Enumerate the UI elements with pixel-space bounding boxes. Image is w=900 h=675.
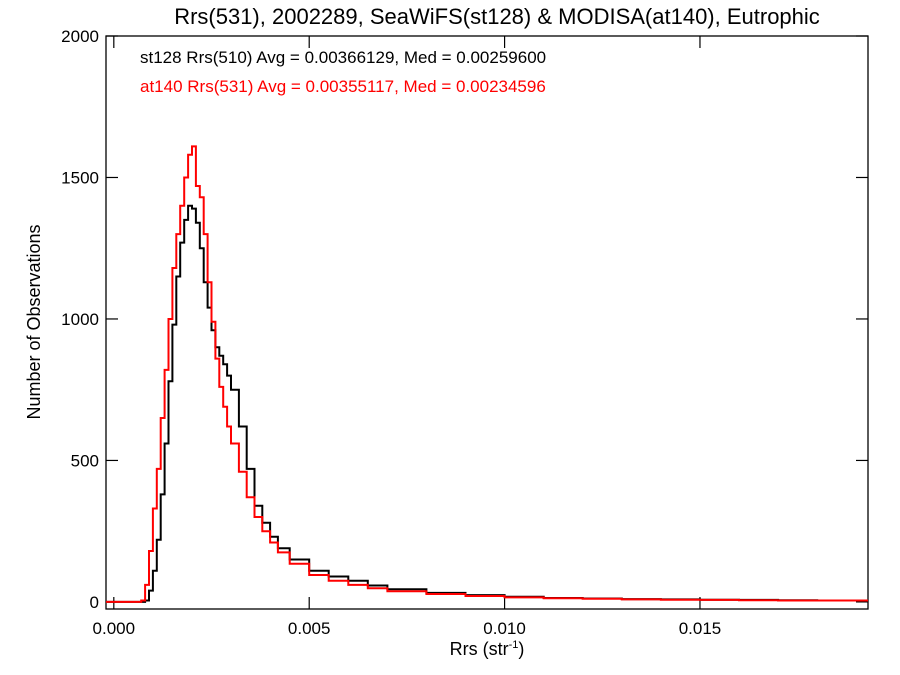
legend-entry-st128: st128 Rrs(510) Avg = 0.00366129, Med = 0… xyxy=(140,48,546,67)
chart-title: Rrs(531), 2002289, SeaWiFS(st128) & MODI… xyxy=(174,4,820,29)
y-tick-label-3: 1500 xyxy=(61,168,99,187)
x-axis-label-close: ) xyxy=(518,639,524,659)
x-axis-label-superscript: -1 xyxy=(509,639,519,651)
x-axis-ticks: 0.000 0.005 0.010 0.015 xyxy=(93,36,722,638)
x-tick-label-1: 0.005 xyxy=(288,619,331,638)
x-tick-label-3: 0.015 xyxy=(679,619,722,638)
y-tick-label-4: 2000 xyxy=(61,27,99,46)
legend: st128 Rrs(510) Avg = 0.00366129, Med = 0… xyxy=(140,48,546,96)
legend-entry-at140: at140 Rrs(531) Avg = 0.00355117, Med = 0… xyxy=(140,77,546,96)
y-axis-label: Number of Observations xyxy=(24,224,44,419)
x-axis-label-main: Rrs (str xyxy=(450,639,509,659)
x-tick-label-0: 0.000 xyxy=(93,619,136,638)
series-layer xyxy=(106,145,868,603)
y-tick-label-2: 1000 xyxy=(61,310,99,329)
x-axis-label: Rrs (str-1) xyxy=(450,639,525,659)
plot-area xyxy=(105,35,869,610)
plot-frame xyxy=(105,35,869,610)
y-axis-ticks: 0 500 1000 1500 2000 xyxy=(61,27,868,612)
series-line-0 xyxy=(106,204,868,603)
series-line-1 xyxy=(106,145,868,603)
y-tick-label-1: 500 xyxy=(71,451,99,470)
x-tick-label-2: 0.010 xyxy=(483,619,526,638)
y-tick-label-0: 0 xyxy=(90,593,99,612)
